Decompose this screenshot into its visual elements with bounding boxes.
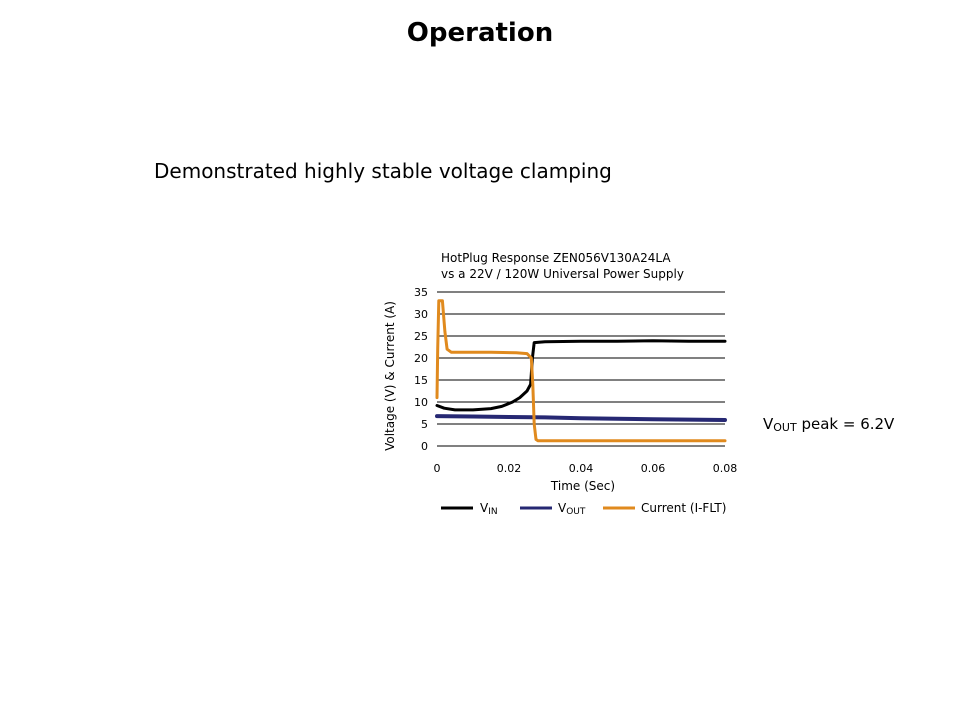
x-tick-label: 0.08 [713,462,738,475]
y-axis-ticks: 0 5 10 15 20 25 30 35 [414,286,428,453]
y-tick-label: 35 [414,286,428,299]
series-line-current [435,299,727,443]
legend: VIN VOUT Current (I-FLT) [441,501,726,517]
x-axis-ticks: 0 0.02 0.04 0.06 0.08 [434,462,738,475]
x-tick-label: 0.06 [641,462,666,475]
y-tick-label: 25 [414,330,428,343]
vout-peak-annotation: VOUT peak = 6.2V [763,415,895,434]
gridlines [437,291,725,447]
x-tick-label: 0.02 [497,462,522,475]
slide-title: Operation [406,18,554,48]
y-tick-label: 15 [414,374,428,387]
y-tick-label: 10 [414,396,428,409]
series-lines [435,299,727,443]
x-tick-label: 0 [434,462,441,475]
series-line-vout [435,414,727,422]
chart-title-line-2: vs a 22V / 120W Universal Power Supply [441,267,684,281]
legend-vin-label: VIN [480,501,498,517]
x-tick-label: 0.04 [569,462,594,475]
legend-vout-label: VOUT [558,501,586,517]
slide-subtitle: Demonstrated highly stable voltage clamp… [154,159,612,183]
y-tick-label: 30 [414,308,428,321]
y-axis-label: Voltage (V) & Current (A) [383,301,397,451]
y-tick-label: 0 [421,440,428,453]
x-axis-label: Time (Sec) [550,479,615,493]
y-tick-label: 20 [414,352,428,365]
chart-title-line-1: HotPlug Response ZEN056V130A24LA [441,251,671,265]
y-tick-label: 5 [421,418,428,431]
legend-current-label: Current (I-FLT) [641,501,726,515]
series-line-vin [435,339,727,412]
